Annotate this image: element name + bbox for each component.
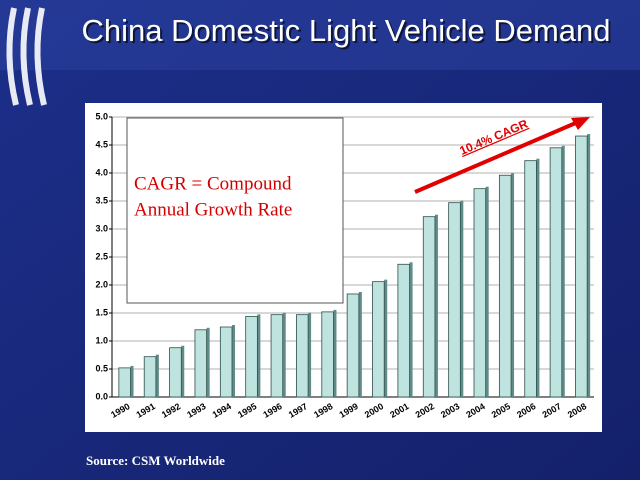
bar-side — [130, 365, 134, 397]
bar — [397, 263, 410, 398]
bar-side — [333, 309, 337, 397]
bar-side — [282, 312, 286, 397]
bar-side — [434, 214, 438, 397]
bar-side — [257, 314, 261, 397]
note-line: CAGR = Compound — [134, 173, 292, 194]
bar-side — [409, 262, 413, 397]
bar — [422, 216, 436, 398]
bar-side — [181, 345, 185, 397]
bar — [118, 367, 131, 398]
y-tick-label: 1.5 — [95, 307, 108, 317]
bar-side — [358, 291, 362, 397]
bar-side — [587, 134, 591, 398]
y-tick-label: 0.0 — [95, 391, 108, 401]
y-tick-label: 2.5 — [95, 251, 108, 261]
y-tick-label: 5.0 — [95, 111, 108, 121]
note-line: Annual Growth Rate — [134, 199, 292, 220]
y-tick-label: 0.5 — [95, 363, 108, 373]
bar-side — [384, 279, 388, 397]
logo — [6, 7, 47, 106]
header-band — [0, 0, 640, 70]
cagr-arrow — [414, 120, 579, 194]
bar — [321, 311, 334, 398]
bar-side — [511, 173, 515, 397]
title-shadow: China Domestic Light Vehicle Demand — [84, 15, 613, 50]
bar-side — [460, 200, 464, 397]
note-box — [126, 117, 344, 304]
bar — [143, 356, 157, 398]
bar-side — [155, 354, 159, 397]
y-tick-label: 4.5 — [95, 139, 108, 149]
bar — [498, 174, 512, 398]
bar-side — [536, 158, 540, 397]
bar — [219, 326, 233, 398]
y-tick-label: 4.0 — [95, 167, 108, 177]
bar — [346, 293, 360, 398]
y-tick-label: 3.5 — [95, 195, 108, 205]
bar-side — [561, 145, 565, 397]
bar — [549, 147, 563, 398]
y-tick-label: 2.0 — [95, 279, 108, 289]
bar — [296, 314, 309, 398]
chart-title: China Domestic Light Vehicle Demand — [82, 13, 611, 48]
source: Source: CSM Worldwide — [86, 453, 225, 468]
bar — [372, 281, 385, 398]
bar — [169, 347, 182, 398]
y-tick-label: 1.0 — [95, 335, 108, 345]
bar — [194, 329, 208, 398]
bar-side — [231, 325, 235, 397]
bar — [473, 188, 487, 398]
bar — [524, 160, 537, 398]
bar-side — [485, 186, 489, 397]
bar — [270, 314, 284, 398]
bar-side — [308, 312, 312, 397]
bar-side — [206, 327, 210, 397]
cagr-arrowhead — [571, 117, 590, 130]
bar — [575, 135, 588, 398]
y-tick-label: 3.0 — [95, 223, 108, 233]
bar — [448, 202, 461, 398]
bar — [245, 315, 258, 398]
